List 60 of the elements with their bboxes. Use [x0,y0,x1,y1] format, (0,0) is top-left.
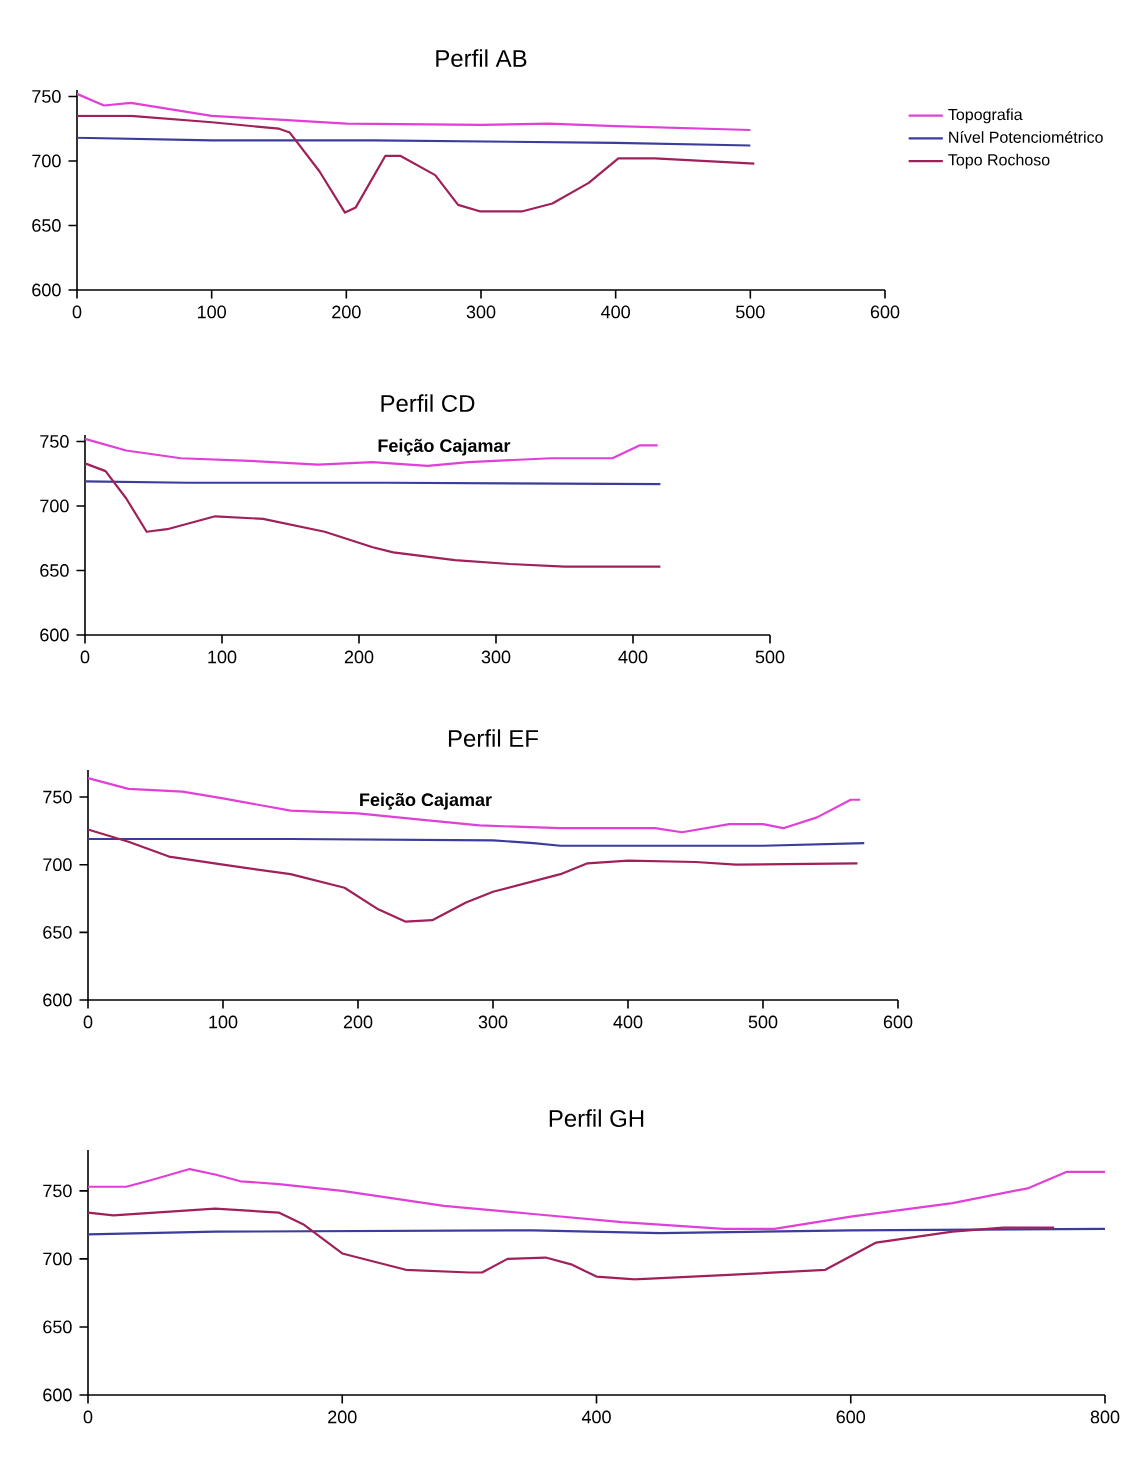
x-tick-label: 100 [198,305,226,319]
x-tick-label: 600 [870,305,900,319]
y-tick-label: 650 [40,564,69,577]
y-tick-label: 750 [32,90,61,103]
line-series [77,114,756,214]
x-tick-label: 300 [478,1015,508,1029]
x-tick-label: 200 [332,305,361,319]
legend-label: Topo Rochoso [948,153,1050,169]
y-tick-label: 650 [43,925,72,939]
line-series [85,462,662,568]
y-tick-label: 700 [40,499,69,513]
x-tick-label: 400 [601,305,630,319]
line-series [88,777,862,834]
annotation: Feição Cajamar [378,438,511,456]
chart-title: Perfil CD [381,394,475,412]
y-tick-label: 700 [43,1252,72,1266]
y-tick-label: 700 [32,154,61,168]
y-tick-label: 600 [43,993,72,1007]
x-tick-label: 500 [755,650,785,664]
chart-title: Perfil GH [549,1109,644,1127]
line-series [77,136,752,147]
x-tick-label: 200 [344,650,374,664]
x-tick-label: 100 [209,1015,238,1029]
x-tick-label: 600 [883,1015,913,1029]
x-tick-label: 500 [748,1015,778,1029]
x-tick-label: 0 [80,650,90,664]
y-tick-label: 750 [43,790,72,804]
line-series [85,437,659,468]
x-tick-label: 0 [72,305,82,319]
line-series [88,828,859,923]
annotation: Feição Cajamar [360,792,492,810]
x-tick-label: 300 [466,305,496,319]
x-tick-label: 400 [613,1015,643,1029]
line-series [88,1167,1105,1231]
x-tick-label: 0 [83,1015,93,1029]
line-series [77,92,752,132]
y-tick-label: 750 [43,1184,72,1198]
line-series [88,837,866,847]
x-tick-label: 600 [836,1410,866,1424]
x-tick-label: 100 [208,650,237,664]
y-tick-label: 650 [32,219,61,232]
x-tick-label: 500 [736,305,765,319]
y-tick-label: 600 [40,628,69,642]
x-tick-label: 400 [581,1410,611,1424]
chart-title: Perfil EF [448,729,539,747]
x-tick-label: 0 [83,1410,93,1424]
x-tick-label: 400 [618,650,648,664]
x-tick-label: 200 [343,1015,373,1029]
x-tick-label: 800 [1090,1410,1120,1424]
line-series [88,1207,1056,1281]
legend-label: Topografia [948,108,1023,124]
y-tick-label: 750 [40,435,69,448]
legend-label: Nível Potenciométrico [949,130,1103,143]
x-tick-label: 300 [481,650,511,664]
y-tick-label: 700 [43,858,72,872]
y-tick-label: 600 [32,283,61,297]
chart-title: Perfil AB [436,49,527,67]
y-tick-label: 650 [43,1320,72,1334]
y-tick-label: 600 [43,1388,72,1402]
x-tick-label: 200 [328,1410,357,1424]
